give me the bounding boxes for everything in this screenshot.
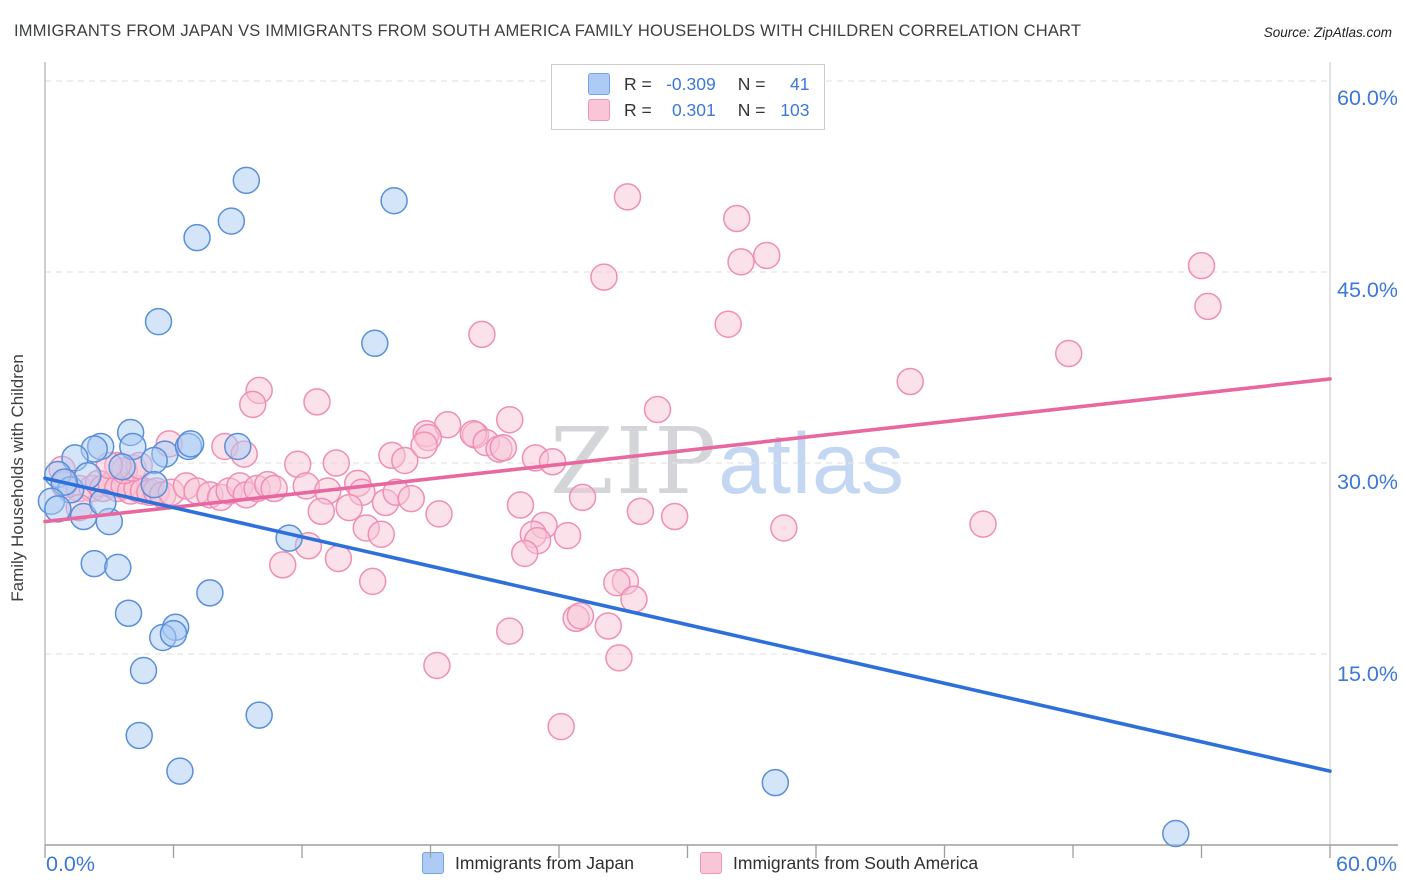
x-axis-max-label: 60.0% (1336, 852, 1397, 876)
y-tick-label-60: 60.0% (1337, 86, 1398, 110)
legend-south-america-swatch-icon (700, 852, 722, 874)
legend-japan-swatch-icon (422, 852, 444, 874)
page-title: IMMIGRANTS FROM JAPAN VS IMMIGRANTS FROM… (14, 22, 1082, 40)
y-tick-label-30: 30.0% (1337, 470, 1398, 494)
x-axis-min-label: 0.0% (46, 852, 96, 876)
source-attribution: Source: ZipAtlas.com (1263, 25, 1392, 40)
r-label: R = (624, 73, 652, 94)
stats-row-south-america: R = 0.301 N = 103 (588, 99, 824, 121)
stats-row-japan: R = -0.309 N = 41 (588, 73, 824, 95)
south-america-swatch-icon (588, 99, 610, 121)
watermark-atlas: atlas (718, 416, 905, 512)
y-tick-label-45: 45.0% (1337, 278, 1398, 302)
legend-item-japan: Immigrants from Japan (455, 853, 634, 873)
n-value-south-america: 103 (780, 99, 810, 120)
r-value-japan: -0.309 (666, 73, 716, 94)
r-label: R = (624, 99, 652, 120)
legend-item-south-america: Immigrants from South America (733, 853, 979, 873)
r-value-south-america: 0.301 (671, 99, 716, 120)
n-value-japan: 41 (790, 73, 810, 94)
stats-legend: R = -0.309 N = 41 R = 0.301 N = 103 (551, 64, 825, 130)
n-label: N = (737, 99, 766, 120)
n-label: N = (737, 73, 766, 94)
japan-swatch-icon (588, 73, 610, 95)
y-tick-label-15: 15.0% (1337, 662, 1398, 686)
